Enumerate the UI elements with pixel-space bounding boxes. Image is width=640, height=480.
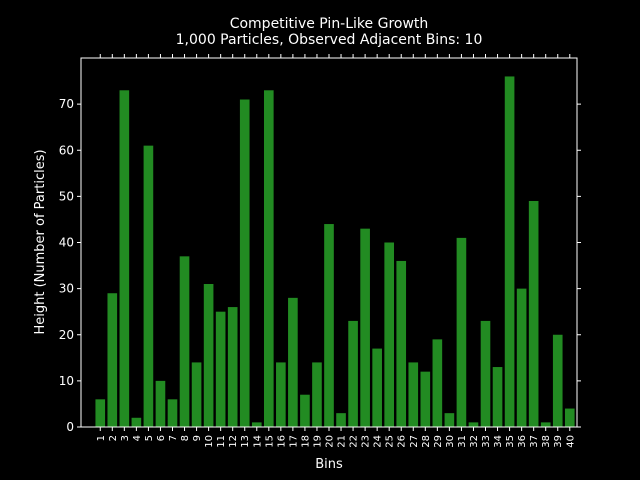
y-tick-label-10: 10 [59, 374, 74, 388]
bar-34 [492, 367, 503, 427]
y-tick-label-50: 50 [59, 189, 74, 203]
bar-23 [360, 228, 370, 427]
y-tick-label-40: 40 [59, 236, 74, 250]
x-tick-label-34: 34 [493, 435, 504, 448]
x-axis-label: Bins [315, 457, 343, 472]
x-tick-label-24: 24 [373, 435, 384, 448]
bar-35 [504, 76, 515, 427]
bar-25 [384, 242, 395, 427]
chart-title: Competitive Pin-Like Growth [230, 16, 429, 32]
bar-28 [420, 371, 431, 427]
bar-40 [564, 408, 575, 427]
bar-19 [312, 362, 322, 427]
y-tick-label-0: 0 [66, 420, 74, 434]
x-tick-label-8: 8 [180, 435, 191, 441]
x-tick-label-4: 4 [132, 435, 143, 441]
bar-12 [227, 307, 238, 427]
bar-8 [179, 256, 190, 427]
x-tick-label-37: 37 [529, 435, 540, 448]
x-tick-label-1: 1 [96, 435, 107, 441]
x-tick-label-38: 38 [541, 435, 552, 448]
x-tick-label-27: 27 [409, 435, 420, 448]
y-tick-label-60: 60 [59, 143, 74, 157]
x-tick-label-3: 3 [120, 435, 131, 441]
bar-32 [468, 422, 479, 427]
x-tick-label-10: 10 [204, 435, 215, 448]
x-tick-label-29: 29 [433, 435, 444, 448]
x-tick-label-7: 7 [168, 435, 179, 441]
bar-37 [528, 200, 539, 427]
x-tick-label-19: 19 [312, 435, 323, 448]
x-tick-label-20: 20 [325, 435, 336, 448]
bar-10 [203, 284, 214, 427]
y-tick-label-70: 70 [59, 97, 74, 111]
bar-15 [263, 90, 274, 427]
bar-21 [336, 413, 346, 427]
bar-1 [95, 399, 106, 427]
bar-26 [396, 260, 407, 427]
x-tick-label-9: 9 [192, 435, 203, 441]
bar-5 [143, 145, 154, 427]
bar-22 [348, 320, 358, 427]
chart-subtitle: 1,000 Particles, Observed Adjacent Bins:… [176, 32, 483, 48]
x-tick-label-23: 23 [361, 435, 372, 448]
y-tick-label-30: 30 [59, 282, 74, 296]
plot-frame [80, 57, 578, 428]
x-tick-label-2: 2 [108, 435, 119, 441]
x-tick-label-14: 14 [252, 435, 263, 448]
y-tick-label-20: 20 [59, 328, 74, 342]
x-tick-label-16: 16 [276, 435, 287, 448]
bar-3 [119, 90, 130, 427]
bar-11 [215, 311, 226, 427]
bar-2 [107, 293, 118, 427]
bar-7 [167, 399, 178, 427]
x-tick-label-22: 22 [349, 435, 360, 448]
bar-13 [239, 99, 250, 427]
x-tick-label-35: 35 [505, 435, 516, 448]
x-tick-label-33: 33 [481, 435, 492, 448]
x-tick-label-13: 13 [240, 435, 251, 448]
y-axis-ticks: 0 10 20 30 40 50 60 70 [59, 97, 581, 434]
bar-38 [540, 422, 551, 427]
x-tick-label-6: 6 [156, 435, 167, 441]
bar-4 [131, 417, 142, 427]
bar-30 [444, 413, 455, 427]
bar-29 [432, 339, 443, 427]
bar-17 [288, 297, 298, 427]
x-tick-label-30: 30 [445, 435, 456, 448]
x-tick-label-26: 26 [397, 435, 408, 448]
bar-6 [155, 380, 166, 427]
x-tick-label-12: 12 [228, 435, 239, 448]
bar-20 [324, 224, 334, 427]
x-tick-label-39: 39 [553, 435, 564, 448]
bar-33 [480, 320, 491, 427]
x-tick-label-25: 25 [385, 435, 396, 448]
bars-group [95, 76, 575, 427]
x-tick-label-17: 17 [288, 435, 299, 448]
bar-18 [300, 394, 310, 427]
x-tick-label-11: 11 [216, 435, 227, 448]
x-tick-label-15: 15 [264, 435, 275, 448]
bar-24 [372, 348, 382, 427]
bar-27 [408, 362, 419, 427]
bar-31 [456, 237, 467, 427]
bar-9 [191, 362, 202, 427]
x-tick-label-32: 32 [469, 435, 480, 448]
y-axis-label: Height (Number of Particles) [33, 149, 48, 334]
x-tick-label-28: 28 [421, 435, 432, 448]
x-tick-label-36: 36 [517, 435, 528, 448]
x-axis-ticks: 1 2 3 4 5 6 7 8 9 10 11 12 13 14 15 16 17 18 19 20 21 22 23 24 2… [96, 54, 576, 448]
x-tick-label-40: 40 [565, 435, 576, 448]
x-tick-label-5: 5 [144, 435, 155, 441]
x-tick-label-18: 18 [300, 435, 311, 448]
x-tick-label-21: 21 [337, 435, 348, 448]
x-tick-label-31: 31 [457, 435, 468, 448]
bar-16 [276, 362, 286, 427]
bar-14 [251, 422, 262, 427]
bar-39 [552, 334, 563, 427]
bar-36 [516, 288, 527, 427]
